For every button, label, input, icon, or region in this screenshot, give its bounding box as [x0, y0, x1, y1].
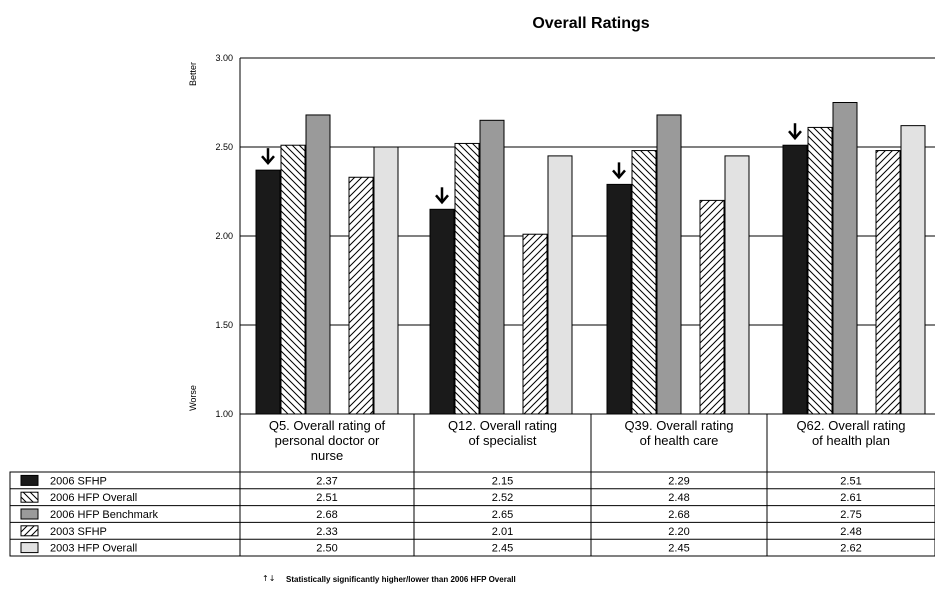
category-label: of specialist	[469, 433, 537, 448]
table-cell: 2.48	[840, 526, 861, 538]
footnote: ↑↓ Statistically significantly higher/lo…	[262, 574, 516, 584]
arrow-down-icon	[261, 148, 275, 166]
table-cell: 2.65	[492, 509, 513, 521]
table-cell: 2.51	[840, 475, 861, 487]
table-cell: 2.15	[492, 475, 513, 487]
y-label-better: Better	[188, 62, 198, 86]
legend-swatch	[20, 491, 39, 503]
footnote-symbol: ↑↓	[262, 574, 275, 583]
y-tick-label: 1.50	[215, 320, 233, 330]
bar-2003-hfp-overall	[900, 125, 926, 415]
table-cell: 2.75	[840, 509, 861, 521]
table-row: 2003 SFHP 2.33 2.01 2.20 2.48	[20, 525, 862, 538]
legend-label: 2003 HFP Overall	[50, 543, 137, 555]
table-cell: 2.62	[840, 543, 861, 555]
chart-title: Overall Ratings	[532, 15, 649, 32]
y-label-worse: Worse	[188, 385, 198, 411]
category-label: Q12. Overall rating	[448, 418, 557, 433]
table-cell: 2.61	[840, 492, 861, 504]
table-cell: 2.29	[668, 475, 689, 487]
bar-2006-hfp-benchmark	[305, 114, 331, 415]
category-label: Q62. Overall rating	[796, 418, 905, 433]
bar-2003-sfhp	[875, 150, 901, 415]
bar-2006-sfhp	[255, 169, 281, 415]
bar-2006-hfp-benchmark	[479, 119, 505, 415]
legend-label: 2006 HFP Overall	[50, 492, 137, 504]
bar-2003-sfhp	[522, 233, 548, 415]
table-cell: 2.45	[668, 543, 689, 555]
bar-2006-hfp-overall	[807, 126, 833, 415]
bar-2003-sfhp	[348, 176, 374, 415]
table-row: 2006 HFP Benchmark 2.68 2.65 2.68 2.75	[20, 508, 862, 521]
category-label: of health plan	[812, 433, 890, 448]
y-tick-label: 2.50	[215, 142, 233, 152]
bar-2006-hfp-benchmark	[656, 114, 682, 415]
table-row: 2006 HFP Overall 2.51 2.52 2.48 2.61	[20, 491, 862, 504]
legend-swatch	[20, 508, 39, 520]
bar-2003-hfp-overall	[547, 155, 573, 415]
table-cell: 2.45	[492, 543, 513, 555]
category-label: Q5. Overall rating of	[269, 418, 386, 433]
table-row: 2006 SFHP 2.37 2.15 2.29 2.51	[20, 474, 862, 487]
legend-label: 2003 SFHP	[50, 526, 107, 538]
y-tick-label: 3.00	[215, 53, 233, 63]
bar-2006-hfp-overall	[454, 142, 480, 415]
category-label: Q39. Overall rating	[624, 418, 733, 433]
plot-area: 3.00 2.50 2.00 1.50 1.00 Better Worse Q5. Overa…	[188, 53, 935, 472]
arrow-down-icon	[612, 162, 626, 180]
table-cell: 2.37	[316, 475, 337, 487]
arrow-down-icon	[435, 187, 449, 205]
table-cell: 2.68	[668, 509, 689, 521]
bar-2003-sfhp	[699, 199, 725, 415]
bar-2006-sfhp	[429, 208, 455, 415]
table-border	[9, 471, 935, 557]
bar-2006-hfp-benchmark	[832, 102, 858, 415]
y-tick-label: 2.00	[215, 231, 233, 241]
bar-2003-hfp-overall	[724, 155, 750, 415]
category-label: of health care	[640, 433, 719, 448]
table-cell: 2.48	[668, 492, 689, 504]
legend-swatch	[20, 525, 39, 537]
category-label: personal doctor or	[275, 433, 380, 448]
table-cell: 2.33	[316, 526, 337, 538]
legend-label: 2006 SFHP	[50, 475, 107, 487]
category-label: nurse	[311, 448, 344, 463]
table-cell: 2.50	[316, 543, 337, 555]
table-cell: 2.51	[316, 492, 337, 504]
legend-swatch	[20, 474, 39, 486]
table-row: 2003 HFP Overall 2.50 2.45 2.45 2.62	[20, 542, 862, 555]
bar-2006-sfhp	[782, 144, 808, 415]
legend-swatch	[20, 542, 39, 554]
legend-label: 2006 HFP Benchmark	[50, 509, 159, 521]
bar-2006-sfhp	[606, 183, 632, 415]
bar-2006-hfp-overall	[280, 144, 306, 415]
y-tick-label: 1.00	[215, 409, 233, 419]
table-cell: 2.52	[492, 492, 513, 504]
table-cell: 2.20	[668, 526, 689, 538]
table-cell: 2.01	[492, 526, 513, 538]
table-cell: 2.68	[316, 509, 337, 521]
footnote-text: Statistically significantly higher/lower…	[286, 575, 516, 584]
bar-2003-hfp-overall	[373, 146, 399, 415]
bar-2006-hfp-overall	[631, 150, 657, 415]
arrow-down-icon	[788, 123, 802, 141]
